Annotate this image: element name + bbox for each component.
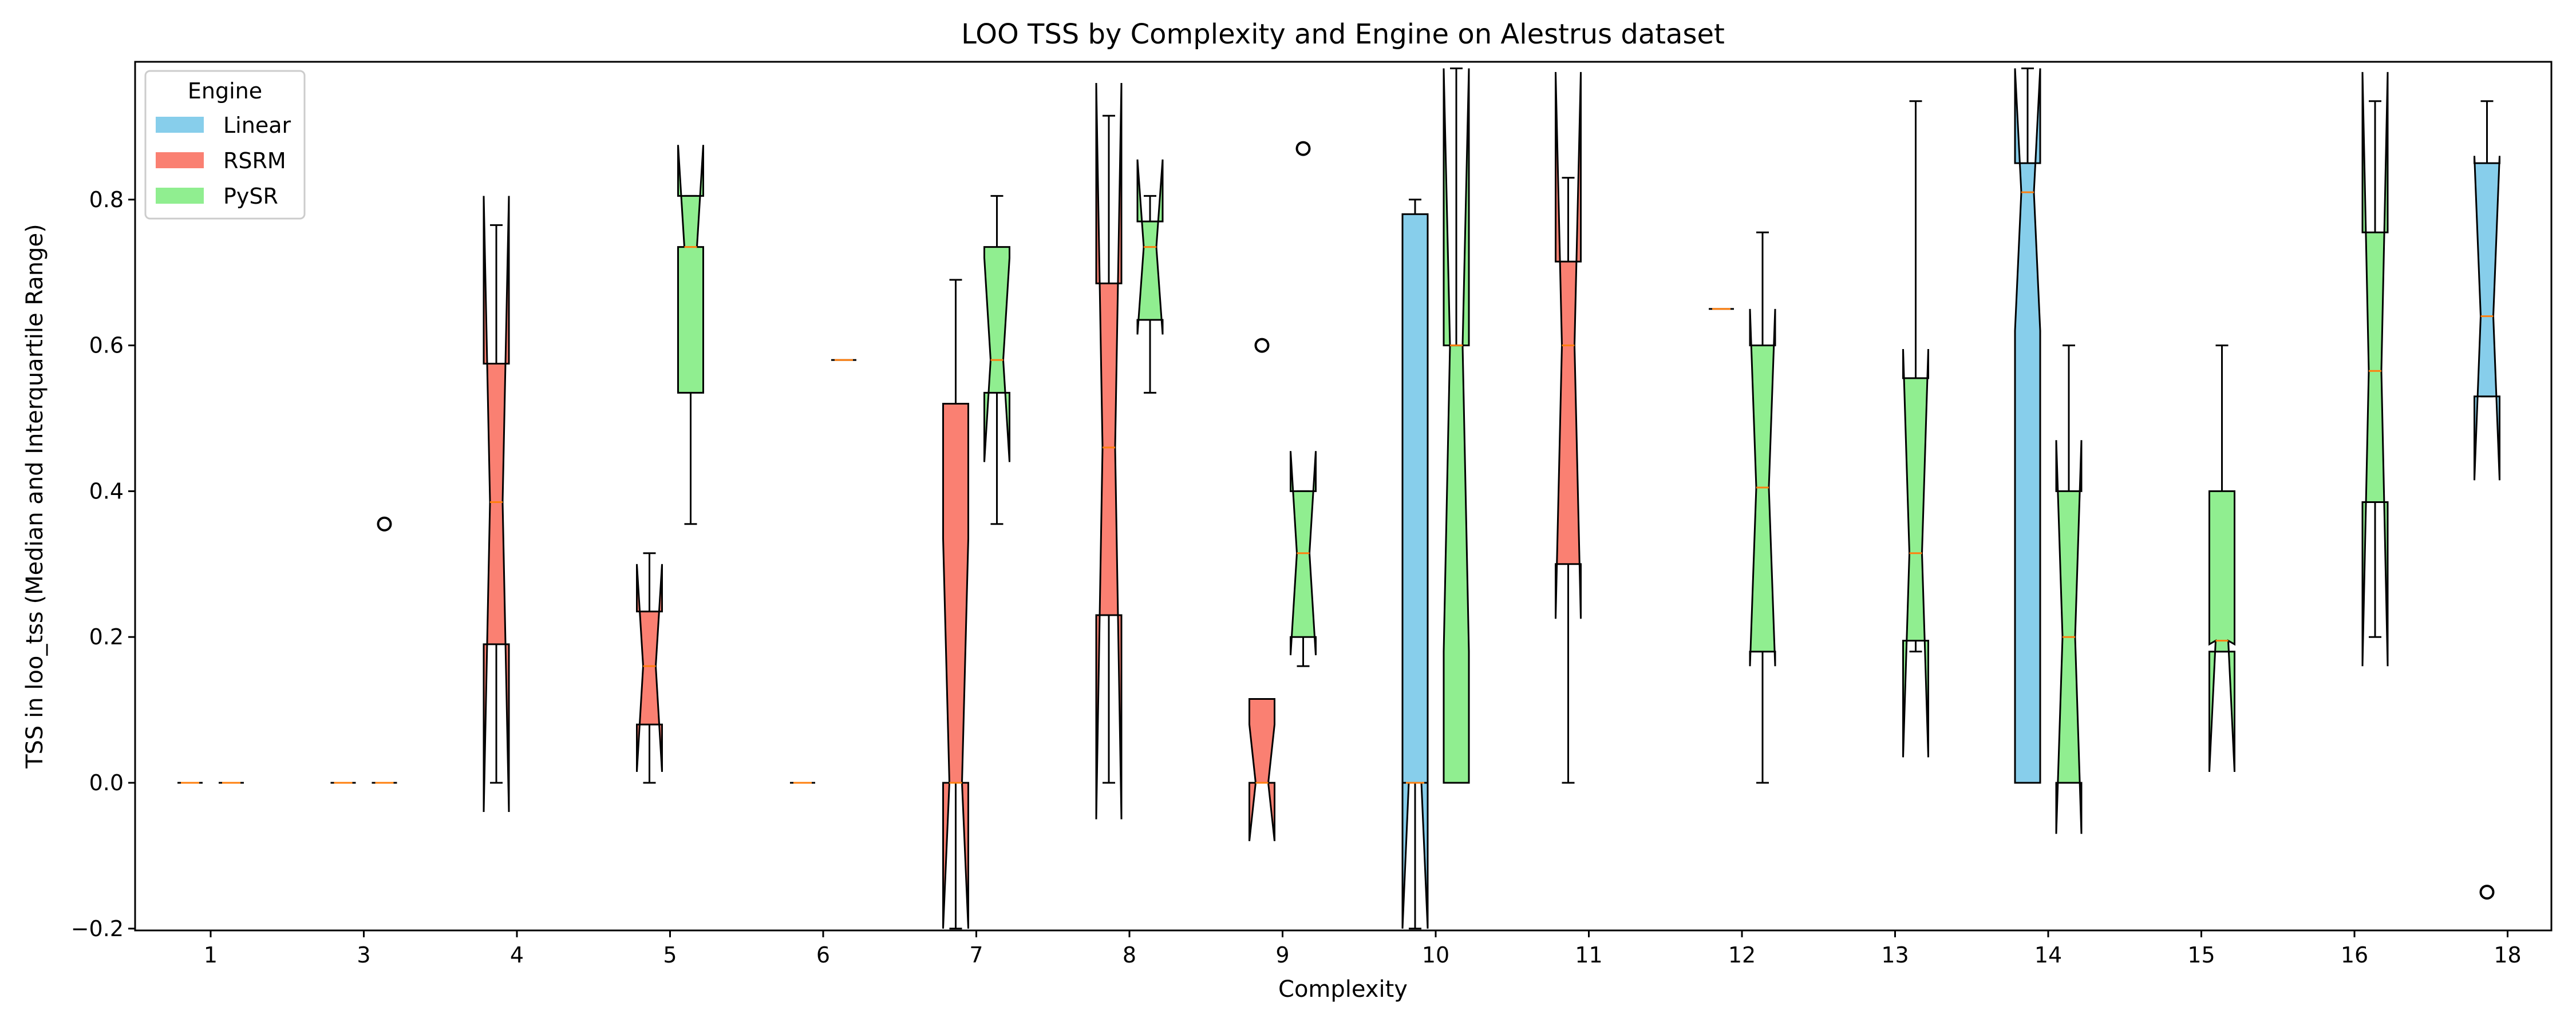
box-body [2208, 490, 2235, 772]
box-rsrm-4 [483, 196, 510, 813]
x-tick-label: 15 [2187, 942, 2215, 968]
box-body [2014, 68, 2041, 784]
x-tick-label: 16 [2341, 942, 2368, 968]
box-linear-14 [2014, 67, 2041, 784]
plot-frame [134, 61, 2553, 932]
box-pysr-7 [983, 195, 1010, 525]
box-body [942, 403, 969, 929]
box-pysr-13 [1902, 100, 1929, 758]
x-axis: 1 3 4 5 6 7 8 9 10 11 12 13 14 15 16 18 [204, 930, 2522, 968]
legend-entry-pysr: PySR [156, 184, 278, 209]
box-pysr-16 [2361, 72, 2389, 667]
y-tick-label: 0.8 [89, 187, 124, 212]
box-rsrm-5 [636, 552, 663, 784]
x-tick-label: 13 [1881, 942, 1909, 968]
legend-swatch-linear [156, 117, 204, 133]
x-tick-label: 10 [1422, 942, 1449, 968]
x-tick-label: 8 [1123, 942, 1136, 968]
box-pysr-8 [1136, 159, 1164, 394]
outlier-point [2479, 885, 2495, 900]
legend-swatch-rsrm [156, 152, 204, 168]
x-tick-label: 14 [2034, 942, 2062, 968]
box-body [1095, 82, 1123, 819]
legend-label-linear: Linear [223, 113, 291, 138]
x-tick-label: 9 [1275, 942, 1289, 968]
chart-title: LOO TSS by Complexity and Engine on Ales… [961, 18, 1725, 50]
box-pysr-5 [677, 145, 704, 525]
box-linear-18 [2474, 100, 2500, 900]
legend-title: Engine [188, 78, 262, 104]
legend-swatch-pysr [156, 188, 204, 204]
legend-entry-linear: Linear [156, 113, 291, 138]
y-tick-label: 0.0 [89, 770, 124, 795]
legend-label-pysr: PySR [223, 184, 278, 209]
x-tick-label: 3 [357, 942, 370, 968]
y-axis-label: TSS in loo_tss (Median and Interquartile… [22, 224, 48, 769]
x-tick-label: 12 [1728, 942, 1756, 968]
plot-area [177, 67, 2500, 930]
y-tick-label: −0.2 [71, 916, 124, 941]
box-pysr-3 [372, 516, 397, 784]
x-tick-label: 6 [816, 942, 830, 968]
y-tick-label: 0.4 [89, 478, 124, 504]
box-pysr-15 [2208, 344, 2235, 772]
x-tick-label: 4 [510, 942, 524, 968]
outlier-point [1295, 141, 1311, 156]
legend-entry-rsrm: RSRM [156, 148, 286, 173]
x-tick-label: 5 [663, 942, 677, 968]
y-tick-label: 0.2 [89, 624, 124, 649]
x-tick-label: 11 [1575, 942, 1602, 968]
box-rsrm-11 [1555, 72, 1582, 784]
box-body [636, 564, 663, 772]
box-body [1401, 213, 1429, 929]
box-pysr-12 [1749, 231, 1776, 784]
y-tick-label: 0.6 [89, 333, 124, 358]
box-body [483, 196, 510, 813]
outlier-point [377, 516, 392, 532]
box-body [983, 246, 1010, 462]
legend: Engine Linear RSRM PySR [144, 70, 306, 220]
box-linear-10 [1401, 199, 1429, 930]
box-rsrm-7 [942, 279, 969, 930]
legend-label-rsrm: RSRM [223, 148, 286, 173]
legend-frame [144, 70, 306, 220]
x-tick-label: 1 [204, 942, 218, 968]
box-body [2474, 156, 2500, 481]
box-body [677, 145, 704, 394]
y-axis: −0.2 0.0 0.2 0.4 0.6 0.8 [71, 187, 135, 941]
box-body [2361, 72, 2389, 667]
box-pysr-9 [1290, 141, 1317, 667]
box-rsrm-9 [1249, 338, 1275, 842]
box-pysr-10 [1443, 67, 1470, 784]
x-axis-label: Complexity [1278, 976, 1408, 1003]
box-rsrm-8 [1095, 82, 1123, 819]
box-body [1443, 68, 1470, 784]
box-pysr-14 [2055, 344, 2083, 834]
box-body [1249, 698, 1275, 842]
x-tick-label: 18 [2494, 942, 2521, 968]
x-tick-label: 7 [969, 942, 983, 968]
outlier-point [1254, 338, 1270, 353]
